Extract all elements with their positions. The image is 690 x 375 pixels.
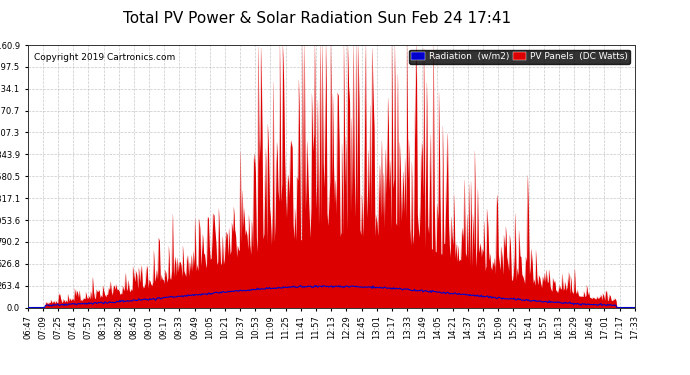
Text: Total PV Power & Solar Radiation Sun Feb 24 17:41: Total PV Power & Solar Radiation Sun Feb… <box>124 11 511 26</box>
Legend: Radiation  (w/m2), PV Panels  (DC Watts): Radiation (w/m2), PV Panels (DC Watts) <box>408 50 630 64</box>
Text: Copyright 2019 Cartronics.com: Copyright 2019 Cartronics.com <box>34 53 175 62</box>
